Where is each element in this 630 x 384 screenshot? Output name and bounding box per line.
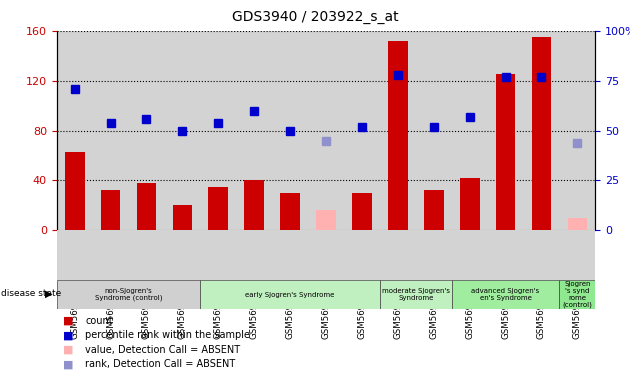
Text: advanced Sjogren's
en's Syndrome: advanced Sjogren's en's Syndrome [471, 288, 540, 301]
Text: disease state: disease state [1, 289, 61, 298]
Bar [559, 280, 595, 309]
Bar [568, 218, 587, 230]
Bar [452, 280, 559, 309]
Text: early Sjogren's Syndrome: early Sjogren's Syndrome [246, 292, 335, 298]
Bar [200, 280, 380, 309]
Bar [101, 190, 120, 230]
Bar [173, 205, 192, 230]
Text: count: count [85, 316, 113, 326]
Bar [244, 180, 264, 230]
Text: Sjogren
's synd
rome
(control): Sjogren 's synd rome (control) [563, 281, 592, 308]
Bar [209, 187, 228, 230]
Bar [137, 183, 156, 230]
Text: rank, Detection Call = ABSENT: rank, Detection Call = ABSENT [85, 359, 235, 369]
Text: ■: ■ [63, 316, 74, 326]
Bar [57, 280, 200, 309]
Bar [352, 193, 372, 230]
Text: non-Sjogren's
Syndrome (control): non-Sjogren's Syndrome (control) [94, 288, 163, 301]
Text: percentile rank within the sample: percentile rank within the sample [85, 330, 250, 340]
Text: GDS3940 / 203922_s_at: GDS3940 / 203922_s_at [232, 10, 398, 23]
Text: moderate Sjogren's
Syndrome: moderate Sjogren's Syndrome [382, 288, 450, 301]
Bar [380, 280, 452, 309]
Bar [316, 210, 336, 230]
Bar [65, 152, 84, 230]
Text: value, Detection Call = ABSENT: value, Detection Call = ABSENT [85, 345, 240, 355]
Text: ▶: ▶ [45, 289, 52, 299]
Bar [460, 178, 479, 230]
Text: ■: ■ [63, 359, 74, 369]
Bar [532, 37, 551, 230]
Bar [496, 74, 515, 230]
Bar [388, 41, 408, 230]
Text: ■: ■ [63, 345, 74, 355]
Text: ■: ■ [63, 330, 74, 340]
Bar [424, 190, 444, 230]
Bar [280, 193, 300, 230]
